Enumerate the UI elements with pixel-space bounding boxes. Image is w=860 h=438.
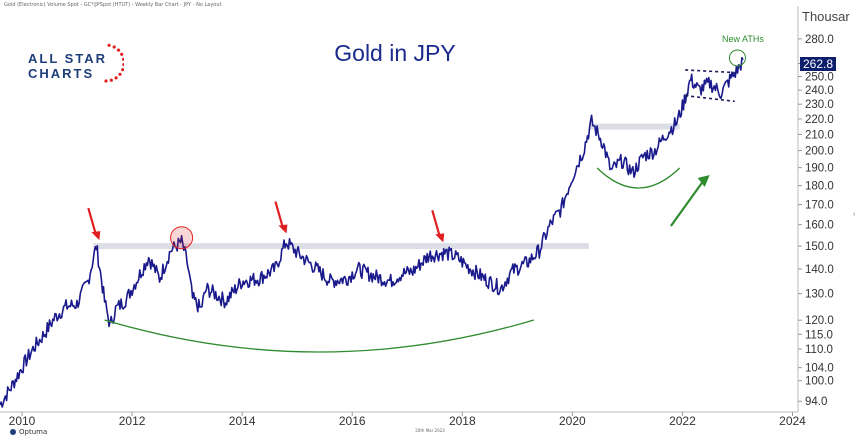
logo-star-icon bbox=[121, 68, 124, 72]
flag-top-line bbox=[685, 69, 735, 74]
scale-handle-icon[interactable]: ‹ bbox=[853, 211, 856, 218]
footer-credit-text: Optuma bbox=[19, 428, 48, 436]
red-arrow-shaft bbox=[87, 207, 98, 237]
y-tick-label: 280.0 bbox=[805, 34, 834, 46]
red-arrow-head bbox=[435, 233, 445, 243]
logo-star-icon bbox=[122, 63, 124, 67]
logo-star-icon bbox=[114, 76, 118, 80]
double-top-circle bbox=[170, 226, 194, 250]
logo-line-1: ALL STAR bbox=[28, 51, 108, 66]
y-tick-label: 150.0 bbox=[805, 241, 834, 253]
y-tick-label: 100.0 bbox=[805, 376, 834, 388]
logo-star-ring bbox=[104, 43, 124, 83]
logo-star-icon bbox=[118, 72, 122, 76]
y-tick-label: 220.0 bbox=[805, 114, 834, 126]
logo-star-icon bbox=[112, 45, 116, 49]
y-tick-label: 210.0 bbox=[805, 129, 834, 141]
y-tick-label: 180.0 bbox=[805, 181, 834, 193]
y-tick-label: 160.0 bbox=[805, 220, 834, 232]
logo-star-icon bbox=[107, 43, 111, 47]
y-tick-label: 110.0 bbox=[805, 344, 833, 356]
logo: ALL STAR CHARTS bbox=[24, 43, 124, 83]
new-ath-circle bbox=[728, 49, 746, 67]
y-tick-label: 130.0 bbox=[805, 289, 834, 301]
logo-star-icon bbox=[120, 52, 124, 56]
last-price-tag: 262.8 bbox=[800, 57, 836, 71]
y-tick-label: 104.0 bbox=[805, 363, 834, 375]
y-tick-label: 140.0 bbox=[805, 264, 834, 276]
y-tick-label: 240.0 bbox=[805, 85, 834, 97]
x-tick-label: 2014 bbox=[229, 414, 256, 428]
y-axis-unit-label: Thousar bbox=[802, 9, 850, 24]
resistance-band bbox=[588, 123, 680, 130]
logo-line-2: CHARTS bbox=[28, 66, 95, 81]
logo-star-icon bbox=[109, 78, 113, 82]
x-tick-label: 2024 bbox=[779, 414, 806, 428]
x-tick-label: 2012 bbox=[119, 414, 146, 428]
y-tick-label: 94.0 bbox=[805, 396, 827, 408]
price-series-line bbox=[0, 56, 744, 408]
footer-credit: Optuma bbox=[10, 428, 47, 436]
x-tick-label: 2018 bbox=[449, 414, 476, 428]
resistance-band bbox=[93, 243, 589, 250]
y-tick-label: 170.0 bbox=[805, 200, 834, 212]
green-arrow-head bbox=[697, 175, 710, 187]
chart-info-line: Gold (Electronic) Volume Spot - GC*/JPSp… bbox=[4, 2, 222, 8]
y-tick-label: 250.0 bbox=[805, 72, 834, 84]
optuma-logo-icon bbox=[10, 429, 16, 435]
red-arrow-shaft bbox=[431, 210, 442, 239]
y-tick-label: 190.0 bbox=[805, 163, 834, 175]
x-tick-label: 2016 bbox=[339, 414, 366, 428]
x-tick-label: 2010 bbox=[9, 414, 36, 428]
annotation-new-aths: New ATHs bbox=[722, 34, 764, 44]
base-arc bbox=[596, 167, 681, 189]
y-tick-label: 200.0 bbox=[805, 146, 834, 158]
red-arrow-head bbox=[91, 231, 101, 241]
logo-star-icon bbox=[116, 48, 121, 52]
green-arrow-shaft bbox=[670, 178, 706, 227]
chart-title: Gold in JPY bbox=[334, 40, 456, 66]
flag-bottom-line bbox=[685, 94, 735, 103]
red-arrow-head bbox=[278, 224, 288, 234]
y-tick-label: 115.0 bbox=[805, 329, 833, 341]
logo-star-icon bbox=[104, 79, 108, 83]
x-tick-label: 2022 bbox=[669, 414, 696, 428]
logo-star-icon bbox=[122, 57, 124, 61]
footer-date: 20th Mar 2023 bbox=[415, 428, 445, 433]
base-arc bbox=[104, 319, 535, 353]
x-tick-label: 2020 bbox=[559, 414, 586, 428]
y-tick-label: 230.0 bbox=[805, 99, 834, 111]
red-arrow-shaft bbox=[274, 201, 285, 230]
y-tick-label: 120.0 bbox=[805, 315, 834, 327]
